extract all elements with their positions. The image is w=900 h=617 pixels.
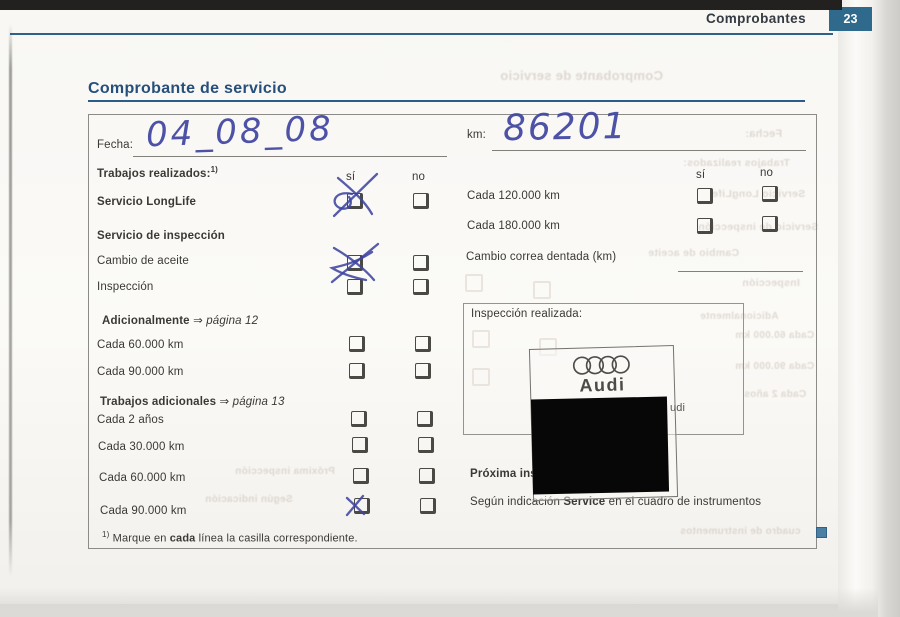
checkbox-cada180-si [697,218,713,234]
correa-fill-line [678,271,803,272]
row-label-cada-180: Cada 180.000 km [467,220,561,232]
checkbox-inspeccion-si [347,279,363,295]
row-label-servicio-longlife: Servicio LongLife [97,196,197,208]
page-number-tab: 23 [829,7,872,31]
ghost-checkbox [472,368,490,386]
row-label-cada-60-1: Cada 60.000 km [97,339,184,351]
title-underline [88,100,805,102]
checkbox-cada90a-no [415,363,431,379]
checkbox-aceite-no [413,255,429,271]
checkbox-cada90b-no [420,498,436,514]
ghost-text: Comprobante de servicio [500,68,663,83]
row-label-cambio-aceite: Cambio de aceite [97,255,189,267]
checkbox-inspeccion-no [413,279,429,295]
fecha-handwritten-value: 04_08_08 [145,108,335,156]
header-rule [10,33,833,35]
stamp-text-fragment: udi [670,402,686,414]
page-curl-shadow [838,0,900,617]
row-label-cada-120: Cada 120.000 km [467,190,561,202]
km-line [492,150,806,151]
header-section-label: Comprobantes [705,11,806,26]
checkbox-longlife-no [413,193,429,209]
arrow-icon: ⇒ [219,396,230,408]
checkbox-cada60a-si [349,336,365,352]
audi-wordmark: Audi [579,374,626,396]
ghost-checkbox [465,274,483,292]
pen-x-mark-cada90 [345,494,366,517]
ghost-checkbox [533,281,551,299]
scan-bottom-shadow [0,588,878,617]
checkbox-cada2-si [351,411,367,427]
row-label-cada-60-2: Cada 60.000 km [99,472,186,484]
section-adicionalmente: Adicionalmente ⇒ página 12 [102,315,259,327]
checkbox-cada180-no [762,216,778,232]
row-label-cada-90-2: Cada 90.000 km [100,505,187,517]
insp-box-label: Inspección realizada: [471,308,583,320]
checkbox-cada90a-si [349,363,365,379]
scan-top-edge [0,0,842,10]
row-label-cada-90-1: Cada 90.000 km [97,366,184,378]
row-label-correa-dentada: Cambio correa dentada (km) [466,251,617,263]
column-header-no: no [412,171,426,183]
pen-x-mark-longlife [332,172,379,218]
booklet-spine-shadow [9,24,12,576]
pen-x-mark-aceite [329,242,380,284]
row-label-proxima-inspeccion: Próxima insp [470,468,545,480]
footnote-ref: 1) [210,165,218,174]
checkbox-cada120-no [762,186,778,202]
checkbox-cada60a-no [415,336,431,352]
service-form-box [88,114,817,549]
km-handwritten-value: 86201 [502,105,628,150]
segun-indicacion-line: Según indicación Service en el cuadro de… [470,496,762,508]
checkbox-cada30-si [352,437,368,453]
column-header-si: sí [346,171,356,183]
checkbox-cada2-no [417,411,433,427]
section-trabajos-adicionales: Trabajos adicionales ⇒ página 13 [100,396,285,408]
section-trabajos-realizados: Trabajos realizados:1) [97,165,218,180]
footnote: 1) Marque en cada línea la casilla corre… [102,530,358,545]
fecha-line [133,156,447,157]
checkbox-cada60b-si [353,468,369,484]
checkbox-cada30-no [418,437,434,453]
ghost-checkbox [472,330,490,348]
checkbox-cada120-si [697,188,713,204]
fecha-label: Fecha: [97,139,134,151]
section-servicio-inspeccion: Servicio de inspección [97,230,225,242]
row-label-cada-30: Cada 30.000 km [98,441,185,453]
column-header-no-right: no [760,167,774,179]
km-label: km: [467,129,486,141]
redaction-box [530,396,670,495]
row-label-inspeccion: Inspección [97,281,154,293]
dealer-stamp: Audi [528,345,679,501]
row-label-cada-2-anos: Cada 2 años [97,414,164,426]
arrow-icon: ⇒ [193,315,203,327]
checkbox-cada60b-no [419,468,435,484]
page-title: Comprobante de servicio [88,80,287,97]
audi-rings-icon [572,355,630,375]
column-header-si-right: sí [696,169,706,181]
blue-corner-marker [816,527,827,538]
